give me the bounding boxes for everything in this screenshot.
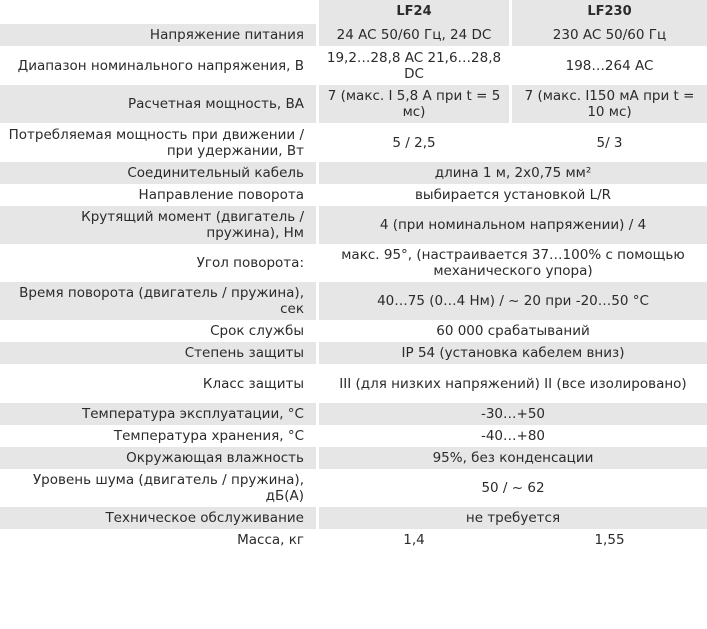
spec-row: Напряжение питания 24 AC 50/60 Гц, 24 DC 2…: [0, 24, 707, 46]
spec-row: Крутящий момент (двигатель / пружина), Н…: [0, 206, 707, 244]
spec-row: Расчетная мощность, ВА 7 (макс. I 5,8 А п…: [0, 85, 707, 123]
spec-row: Окружающая влажность 95%, без конденсации: [0, 447, 707, 469]
spec-label: Температура хранения, °С: [113, 428, 304, 444]
spec-row: Температура эксплуатации, °С -30…+50: [0, 403, 707, 425]
spec-value: макс. 95°, (настраивается 37…100% с помо…: [316, 244, 707, 282]
spec-label: Температура эксплуатации, °С: [0, 403, 316, 425]
spec-label: Срок службы: [210, 323, 304, 339]
spec-label: Напряжение питания: [0, 24, 316, 46]
spec-value-lf230: 7 (макс. I150 мА при t = 10 мс): [512, 85, 707, 123]
spec-row: Направление поворота выбирается установко…: [0, 184, 707, 206]
spec-label: Техническое обслуживание: [0, 507, 316, 529]
spec-value-lf230: 198…264 AC: [565, 57, 654, 74]
spec-value-lf230: 5/ 3: [596, 134, 623, 151]
spec-value: выбирается установкой L/R: [316, 184, 707, 206]
spec-row: Масса, кг 1,4 1,55: [0, 529, 707, 551]
spec-value: 95%, без конденсации: [316, 447, 707, 469]
spec-label: Диапазон номинального напряжения, В: [17, 57, 304, 74]
column-header-lf230: LF230: [512, 0, 707, 24]
spec-label: Угол поворота:: [196, 255, 304, 271]
spec-value-lf24: 24 AC 50/60 Гц, 24 DC: [316, 24, 512, 46]
spec-label: Крутящий момент (двигатель / пружина), Н…: [0, 206, 316, 244]
spec-value: длина 1 м, 2х0,75 мм²: [316, 162, 707, 184]
spec-value: не требуется: [316, 507, 707, 529]
spec-label: Класс защиты: [202, 375, 304, 392]
spec-value: III (для низких напряжений) II (все изол…: [316, 364, 707, 403]
spec-label: Масса, кг: [237, 532, 304, 548]
spec-label: Уровень шума (двигатель / пружина), дБ(А…: [32, 472, 304, 504]
spec-value: 50 / ~ 62: [316, 469, 707, 507]
column-header-lf24: LF24: [316, 0, 512, 24]
spec-row: Температура хранения, °С -40…+80: [0, 425, 707, 447]
spec-row: Уровень шума (двигатель / пружина), дБ(А…: [0, 469, 707, 507]
spec-label: Время поворота (двигатель / пружина), се…: [0, 282, 316, 320]
spec-label: Направление поворота: [138, 187, 304, 203]
spec-row: Время поворота (двигатель / пружина), се…: [0, 282, 707, 320]
spec-value: 60 000 срабатываний: [316, 320, 707, 342]
spec-row: Класс защиты III (для низких напряжений) …: [0, 364, 707, 403]
spec-row: Степень защиты IP 54 (установка кабелем в…: [0, 342, 707, 364]
spec-label: Расчетная мощность, ВА: [0, 85, 316, 123]
spec-value: 40…75 (0…4 Нм) / ~ 20 при -20…50 °С: [316, 282, 707, 320]
spec-label: Степень защиты: [0, 342, 316, 364]
spec-row: Срок службы 60 000 срабатываний: [0, 320, 707, 342]
spec-label: Соединительный кабель: [0, 162, 316, 184]
spec-value: -30…+50: [316, 403, 707, 425]
header-blank-cell: [0, 0, 316, 24]
spec-value-lf24: 7 (макс. I 5,8 А при t = 5 мс): [316, 85, 512, 123]
spec-label: Потребляемая мощность при движении / при…: [8, 126, 304, 159]
spec-value-lf230: 1,55: [594, 532, 625, 548]
spec-row: Техническое обслуживание не требуется: [0, 507, 707, 529]
spec-value-lf24: 19,2…28,8 AC 21,6…28,8 DC: [316, 46, 512, 85]
spec-value-lf24: 5 / 2,5: [316, 123, 512, 162]
spec-row: Угол поворота: макс. 95°, (настраивается …: [0, 244, 707, 282]
spec-row: Диапазон номинального напряжения, В 19,2……: [0, 46, 707, 85]
spec-label: Окружающая влажность: [0, 447, 316, 469]
spec-row: Соединительный кабель длина 1 м, 2х0,75 м…: [0, 162, 707, 184]
spec-value-lf24: 1,4: [316, 529, 512, 551]
spec-table: LF24 LF230 Напряжение питания 24 AC 50/60…: [0, 0, 707, 551]
spec-value: IP 54 (установка кабелем вниз): [316, 342, 707, 364]
spec-value: 4 (при номинальном напряжении) / 4: [316, 206, 707, 244]
spec-row: Потребляемая мощность при движении / при…: [0, 123, 707, 162]
spec-value-lf230: 230 AC 50/60 Гц: [512, 24, 707, 46]
spec-value: -40…+80: [316, 425, 707, 447]
